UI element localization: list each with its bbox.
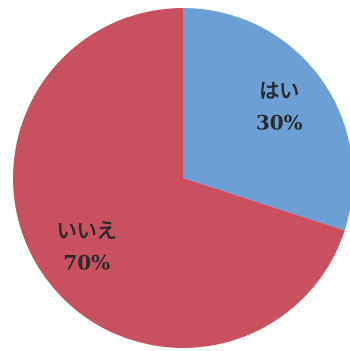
slice-label: はい <box>259 79 299 103</box>
slice-value: 30% <box>256 111 303 135</box>
slice-label: いいえ <box>57 218 117 242</box>
pie-slice <box>12 8 345 349</box>
pie-slice <box>183 8 350 231</box>
slice-value: 70% <box>63 250 110 274</box>
